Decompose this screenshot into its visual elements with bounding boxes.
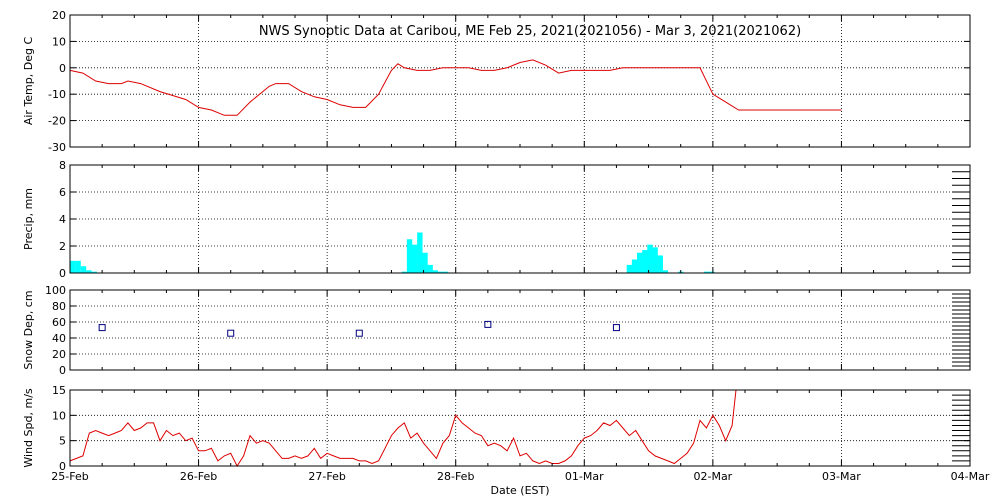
precip-bar — [406, 239, 413, 273]
snow-depth-point — [227, 329, 235, 337]
precip-bar — [652, 247, 658, 273]
precip-bar — [437, 271, 444, 273]
x-tick-label: 28-Feb — [437, 470, 474, 483]
y-tick-label: -20 — [48, 115, 66, 128]
x-tick-label: 02-Mar — [693, 470, 732, 483]
x-tick-label: 25-Feb — [51, 470, 88, 483]
precip-bar — [626, 264, 633, 273]
snow-depth-point — [612, 324, 620, 332]
y-tick-label: 0 — [59, 460, 66, 473]
y-tick-label: 20 — [52, 9, 66, 22]
precip-bar — [427, 264, 433, 273]
y-tick-label: 100 — [45, 284, 66, 297]
precip-bar — [412, 244, 418, 273]
y-axis-label: Precip, mm — [22, 188, 35, 250]
y-tick-label: 15 — [52, 384, 66, 397]
y-tick-label: 6 — [59, 186, 66, 199]
panel-1: -30 -20 -10 0 10 20 Air Temp, Deg C — [22, 9, 971, 154]
x-tick-label: 04-Mar — [951, 470, 990, 483]
y-tick-label: 60 — [52, 316, 66, 329]
x-tick-label: 01-Mar — [565, 470, 604, 483]
y-axis-label: Snow Dep, cm — [22, 290, 35, 369]
precip-bar — [401, 271, 408, 273]
y-axis-label: Air Temp, Deg C — [22, 37, 35, 126]
y-tick-label: 10 — [52, 35, 66, 48]
precip-bar — [417, 232, 423, 273]
x-axis-label: Date (EST) — [490, 484, 549, 497]
chart-title: NWS Synoptic Data at Caribou, ME Feb 25,… — [259, 24, 801, 39]
precip-bar — [75, 260, 81, 273]
y-tick-label: 5 — [59, 435, 66, 448]
x-tick-label: 27-Feb — [308, 470, 345, 483]
precip-bar — [647, 244, 653, 273]
snow-depth-point — [98, 324, 106, 332]
precip-bar — [422, 252, 428, 273]
precip-bar — [432, 270, 438, 273]
precip-bar — [642, 250, 648, 273]
precip-bar — [442, 271, 449, 273]
x-tick-label: 03-Mar — [822, 470, 861, 483]
precip-bar — [703, 271, 710, 273]
precip-bar — [662, 270, 669, 273]
y-tick-label: 80 — [52, 300, 66, 313]
y-axis-label: Wind Spd, m/s — [22, 388, 35, 468]
y-tick-label: 2 — [59, 240, 66, 253]
y-tick-label: 0 — [59, 364, 66, 377]
precip-bar — [86, 270, 92, 273]
precip-bar — [80, 266, 87, 273]
y-tick-label: 40 — [52, 332, 66, 345]
panel-frame — [69, 289, 971, 371]
panel-2: 0 2 4 6 8 Precip, mm — [22, 159, 971, 280]
y-tick-label: 0 — [59, 267, 66, 280]
y-tick-label: 20 — [52, 348, 66, 361]
x-tick-label: 26-Feb — [180, 470, 217, 483]
y-tick-label: -10 — [48, 88, 66, 101]
y-tick-label: 10 — [52, 409, 66, 422]
precip-bar — [91, 271, 97, 273]
precip-bar — [657, 255, 663, 273]
snow-depth-point — [484, 320, 492, 328]
chart-panels: -30 -20 -10 0 10 20 Air Temp, Deg C 0 2 4 6 8 Precip… — [22, 9, 971, 473]
snow-depth-point — [355, 329, 363, 337]
series-line — [69, 389, 737, 468]
panel-4: 0 5 10 15 Wind Spd, m/s — [22, 384, 971, 473]
precip-bar — [70, 260, 76, 273]
y-tick-label: 0 — [59, 62, 66, 75]
y-tick-label: 4 — [59, 213, 66, 226]
precip-bar — [709, 271, 715, 273]
precip-bar — [631, 259, 638, 273]
precip-bar — [637, 252, 643, 273]
y-tick-label: 8 — [59, 159, 66, 172]
panel-3: 0 20 40 60 80 100 Snow Dep, cm — [22, 284, 971, 377]
series-line — [69, 59, 842, 116]
y-tick-label: -30 — [48, 141, 66, 154]
